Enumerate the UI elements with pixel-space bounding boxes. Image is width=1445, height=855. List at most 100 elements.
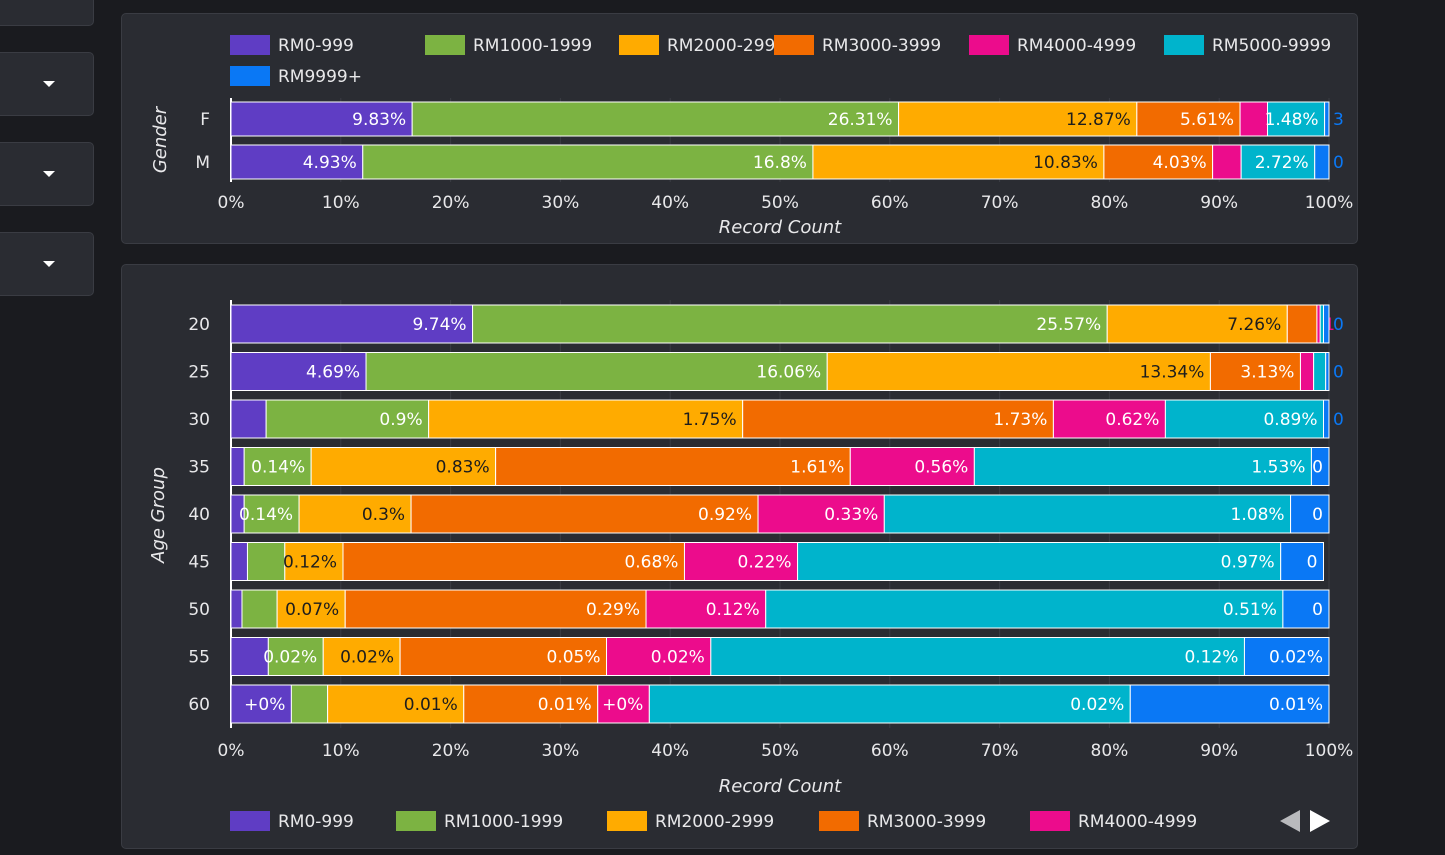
bar-segment-rm9999[interactable] (1280, 542, 1325, 581)
bar-segment-rm2000-2999[interactable] (826, 352, 1211, 391)
bar-segment-rm5000-9999[interactable] (1164, 399, 1325, 439)
legend-swatch-rm4000-4999[interactable] (969, 35, 1009, 55)
bar-segment-rm5000-9999[interactable] (648, 684, 1131, 724)
legend-label[interactable]: RM4000-4999 (1017, 36, 1136, 56)
filter-dropdown-4[interactable] (0, 232, 94, 296)
data-label: 0.14% (251, 458, 305, 478)
legend-swatch-rm2000-2999[interactable] (619, 35, 659, 55)
bar-segment-rm5000-9999[interactable] (1267, 101, 1326, 137)
bar-segment-rm9999[interactable] (1314, 144, 1330, 180)
bar-segment-rm1000-1999[interactable] (365, 352, 828, 391)
bar-segment-rm4000-4999[interactable] (1299, 352, 1315, 391)
bar-segment-rm2000-2999[interactable] (812, 144, 1105, 180)
bar-segment-rm0-999[interactable] (230, 144, 364, 180)
bar-segment-rm4000-4999[interactable] (1239, 101, 1269, 137)
bar-segment-rm2000-2999[interactable] (322, 637, 401, 676)
bar-segment-rm4000-4999[interactable] (849, 447, 975, 486)
bar-segment-rm1000-1999[interactable] (265, 399, 430, 439)
bar-segment-rm9999[interactable] (1323, 304, 1330, 344)
bar-segment-rm5000-9999[interactable] (883, 494, 1292, 534)
bar-segment-rm2000-2999[interactable] (310, 447, 497, 486)
legend-swatch-rm1000-1999[interactable] (396, 811, 436, 831)
legend-label[interactable]: RM3000-3999 (822, 36, 941, 56)
bar-segment-rm3000-3999[interactable] (344, 589, 647, 629)
legend-swatch-rm1000-1999[interactable] (425, 35, 465, 55)
bar-segment-rm9999[interactable] (1243, 637, 1330, 676)
data-label: 0.02% (1070, 695, 1124, 715)
bar-segment-rm0-999[interactable] (230, 399, 267, 439)
bar-segment-rm1000-1999[interactable] (243, 494, 300, 534)
bar-segment-rm0-999[interactable] (230, 447, 245, 486)
legend-swatch-rm9999[interactable] (230, 66, 270, 86)
bar-segment-rm9999[interactable] (1325, 352, 1330, 391)
bar-segment-rm1000-1999[interactable] (290, 684, 329, 724)
bar-segment-rm3000-3999[interactable] (1103, 144, 1214, 180)
bar-segment-rm0-999[interactable] (230, 304, 474, 344)
bar-segment-rm2000-2999[interactable] (1106, 304, 1288, 344)
legend-label[interactable]: RM9999+ (278, 67, 362, 87)
legend-prev-page-icon[interactable] (1280, 810, 1300, 832)
bar-segment-rm5000-9999[interactable] (1313, 352, 1327, 391)
bar-segment-rm4000-4999[interactable] (757, 494, 885, 534)
legend-swatch-rm3000-3999[interactable] (819, 811, 859, 831)
bar-segment-rm0-999[interactable] (230, 684, 292, 724)
legend-label[interactable]: RM2000-2999 (667, 36, 786, 56)
bar-segment-rm9999[interactable] (1324, 101, 1330, 137)
legend-swatch-rm3000-3999[interactable] (774, 35, 814, 55)
bar-segment-rm2000-2999[interactable] (327, 684, 465, 724)
bar-segment-rm2000-2999[interactable] (284, 542, 344, 581)
bar-segment-rm0-999[interactable] (230, 542, 248, 581)
bar-segment-rm9999[interactable] (1323, 399, 1330, 439)
bar-segment-rm1000-1999[interactable] (411, 101, 900, 137)
bar-segment-rm2000-2999[interactable] (898, 101, 1138, 137)
legend-label[interactable]: RM4000-4999 (1078, 812, 1197, 832)
bar-segment-rm1000-1999[interactable] (241, 589, 278, 629)
bar-segment-rm9999[interactable] (1310, 447, 1330, 486)
legend-label[interactable]: RM5000-9999 (1212, 36, 1331, 56)
bar-segment-rm0-999[interactable] (230, 589, 243, 629)
bar-segment-rm0-999[interactable] (230, 637, 269, 676)
x-tick-label: 80% (1091, 741, 1129, 761)
legend-swatch-rm0-999[interactable] (230, 811, 270, 831)
bar-segment-rm3000-3999[interactable] (1286, 304, 1318, 344)
bar-segment-rm1000-1999[interactable] (243, 447, 312, 486)
bar-segment-rm9999[interactable] (1129, 684, 1330, 724)
bar-segment-rm9999[interactable] (1290, 494, 1330, 534)
bar-segment-rm1000-1999[interactable] (362, 144, 814, 180)
legend-swatch-rm5000-9999[interactable] (1164, 35, 1204, 55)
bar-segment-rm4000-4999[interactable] (597, 684, 650, 724)
bar-segment-rm4000-4999[interactable] (645, 589, 767, 629)
filter-dropdown-3[interactable] (0, 142, 94, 206)
bar-segment-rm5000-9999[interactable] (765, 589, 1284, 629)
bar-segment-rm3000-3999[interactable] (342, 542, 685, 581)
legend-swatch-rm4000-4999[interactable] (1030, 811, 1070, 831)
bar-segment-rm0-999[interactable] (230, 101, 413, 137)
bar-segment-rm2000-2999[interactable] (298, 494, 412, 534)
legend-swatch-rm0-999[interactable] (230, 35, 270, 55)
filter-dropdown-1[interactable] (0, 0, 94, 26)
bar-segment-rm4000-4999[interactable] (1212, 144, 1242, 180)
bar-segment-rm4000-4999[interactable] (1052, 399, 1166, 439)
legend-label[interactable]: RM1000-1999 (473, 36, 592, 56)
legend-label[interactable]: RM3000-3999 (867, 812, 986, 832)
bar-segment-rm3000-3999[interactable] (742, 399, 1054, 439)
bar-segment-rm2000-2999[interactable] (276, 589, 346, 629)
filter-dropdown-2[interactable] (0, 52, 94, 116)
bar-segment-rm5000-9999[interactable] (797, 542, 1282, 581)
bar-segment-rm9999[interactable] (1282, 589, 1330, 629)
legend-label[interactable]: RM0-999 (278, 812, 354, 832)
bar-segment-rm3000-3999[interactable] (410, 494, 759, 534)
bar-segment-rm1000-1999[interactable] (472, 304, 1108, 344)
legend-label[interactable]: RM1000-1999 (444, 812, 563, 832)
bar-segment-rm3000-3999[interactable] (399, 637, 608, 676)
legend-swatch-rm2000-2999[interactable] (607, 811, 647, 831)
legend-next-page-icon[interactable] (1310, 810, 1330, 832)
legend-label[interactable]: RM0-999 (278, 36, 354, 56)
bar-segment-rm5000-9999[interactable] (710, 637, 1245, 676)
bar-segment-rm1000-1999[interactable] (246, 542, 286, 581)
bar-segment-rm3000-3999[interactable] (1136, 101, 1241, 137)
bar-segment-rm2000-2999[interactable] (428, 399, 744, 439)
bar-segment-rm5000-9999[interactable] (973, 447, 1312, 486)
legend-label[interactable]: RM2000-2999 (655, 812, 774, 832)
bar-segment-rm3000-3999[interactable] (495, 447, 851, 486)
